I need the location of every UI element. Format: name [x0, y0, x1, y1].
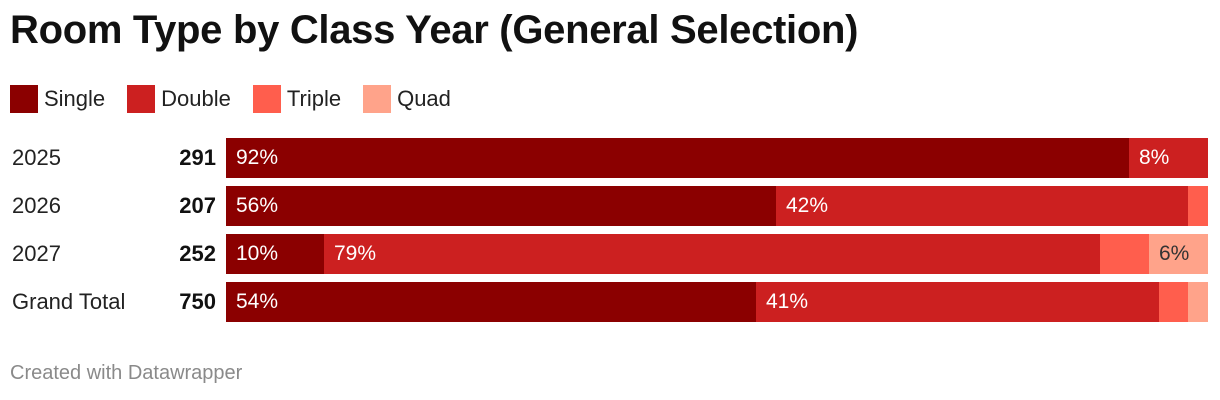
legend-item-quad: Quad	[363, 85, 451, 113]
segment-value-label: 41%	[766, 290, 809, 313]
row-total: 207	[179, 193, 216, 218]
bar-segment-double[interactable]: 8%	[1129, 138, 1208, 178]
bar-segment-single[interactable]: 92%	[226, 138, 1129, 178]
legend-item-triple: Triple	[252, 85, 342, 113]
legend-label: Single	[44, 86, 106, 111]
legend-swatch	[363, 85, 392, 113]
row-label: 2026	[12, 193, 61, 218]
legend-swatch	[10, 85, 38, 113]
row-total: 291	[179, 145, 216, 170]
bar-segment-triple[interactable]	[1188, 186, 1208, 226]
bar-segment-triple[interactable]	[1159, 282, 1188, 322]
footer-credit[interactable]: Created with Datawrapper	[10, 362, 243, 384]
bar-row: Grand Total 750 54% 41%	[0, 282, 1220, 322]
stacked-bar: 54% 41%	[226, 282, 1208, 322]
row-label: Grand Total	[12, 289, 126, 314]
bar-segment-quad[interactable]: 6%	[1149, 234, 1208, 274]
bar-row: 2026 207 56% 42%	[0, 186, 1220, 226]
segment-value-label: 56%	[236, 194, 279, 217]
row-label: 2027	[12, 241, 61, 266]
legend-label: Triple	[286, 86, 342, 111]
chart-title: Room Type by Class Year (General Selecti…	[10, 8, 859, 52]
legend-label: Double	[161, 86, 231, 111]
legend-item-double: Double	[127, 85, 231, 113]
bar-segment-single[interactable]: 56%	[226, 186, 776, 226]
stacked-bar: 92% 8%	[226, 138, 1208, 178]
bar-segment-double[interactable]: 42%	[776, 186, 1188, 226]
segment-value-label: 54%	[236, 290, 279, 313]
segment-value-label: 42%	[786, 194, 829, 217]
segment-value-label: 10%	[236, 242, 279, 265]
row-total: 252	[179, 241, 216, 266]
bar-segment-triple[interactable]	[1100, 234, 1149, 274]
bar-segment-single[interactable]: 10%	[226, 234, 324, 274]
bar-segment-double[interactable]: 79%	[324, 234, 1100, 274]
legend-swatch	[127, 85, 156, 113]
segment-value-label: 8%	[1139, 146, 1170, 169]
segment-value-label: 92%	[236, 146, 279, 169]
bar-row: 2025 291 92% 8%	[0, 138, 1220, 178]
bar-row: 2027 252 10% 79% 6%	[0, 234, 1220, 274]
segment-value-label: 79%	[334, 242, 377, 265]
legend: Single Double Triple Quad	[10, 84, 473, 114]
row-total: 750	[179, 289, 216, 314]
stacked-bar: 56% 42%	[226, 186, 1208, 226]
stacked-bar: 10% 79% 6%	[226, 234, 1208, 274]
legend-item-single: Single	[10, 85, 105, 113]
bar-segment-single[interactable]: 54%	[226, 282, 756, 322]
legend-label: Quad	[397, 86, 451, 111]
row-label: 2025	[12, 145, 61, 170]
legend-swatch	[252, 85, 281, 113]
bar-segment-quad[interactable]	[1188, 282, 1208, 322]
segment-value-label: 6%	[1159, 242, 1190, 265]
bar-segment-double[interactable]: 41%	[756, 282, 1159, 322]
